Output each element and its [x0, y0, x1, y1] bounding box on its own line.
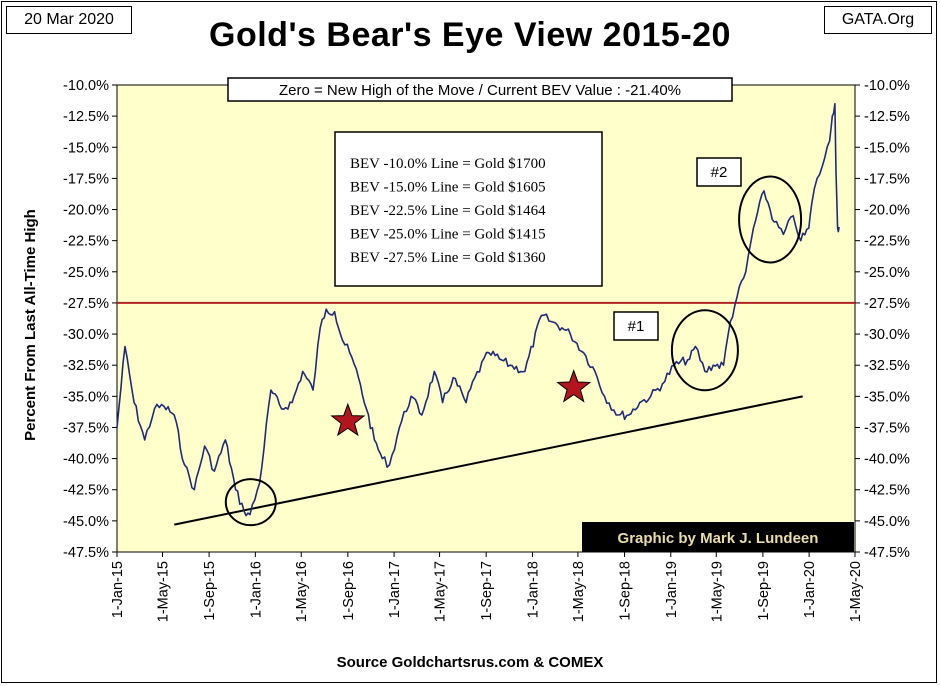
x-tick-label: 1-Sep-17 [479, 561, 495, 621]
x-tick-label: 1-Sep-16 [341, 561, 357, 621]
highlight-circle [738, 175, 803, 264]
y-tick-label-left: -40.0% [63, 452, 109, 468]
credit-text: Graphic by Mark J. Lundeen [618, 530, 819, 547]
x-tick-label: 1-Jan-19 [664, 561, 680, 618]
y-tick-label-right: -37.5% [864, 420, 910, 436]
x-tick-label: 1-Jan-20 [802, 561, 818, 618]
y-tick-label-right: -45.0% [864, 514, 910, 530]
y-tick-label-right: -30.0% [864, 327, 910, 343]
trendline [174, 395, 803, 526]
x-tick-label: 1-May-19 [709, 561, 725, 622]
x-tick-label: 1-Jan-16 [248, 561, 264, 618]
date-label: 20 Mar 2020 [6, 6, 132, 34]
y-tick-label-left: -15.0% [63, 140, 109, 156]
highlight-circle [670, 309, 739, 392]
y-tick-label-right: -32.5% [864, 358, 910, 374]
bev-line-text: BEV -15.0% Line = Gold $1605 [350, 180, 546, 196]
annotation-layer: Zero = New High of the Move / Current BE… [227, 77, 854, 552]
chart-title: Gold's Bear's Eye View 2015-20 [209, 16, 731, 54]
y-tick-label-left: -42.5% [63, 483, 109, 499]
y-tick-label-right: -10.0% [864, 78, 910, 94]
axis-layer: -10.0% -10.0% -12.5% -12.5% -15.0% -15.0% -17.… [63, 78, 910, 622]
y-tick-label-left: -32.5% [63, 358, 109, 374]
y-tick-label-left: -37.5% [63, 420, 109, 436]
bev-line-text: BEV -27.5% Line = Gold $1360 [350, 250, 546, 266]
y-tick-label-left: -35.0% [63, 389, 109, 405]
series-line-bev [116, 102, 840, 517]
y-tick-label-right: -12.5% [864, 109, 910, 125]
y-tick-label-right: -15.0% [864, 140, 910, 156]
y-tick-label-left: -25.0% [63, 265, 109, 281]
zero-note-text: Zero = New High of the Move / Current BE… [279, 82, 681, 99]
x-tick-label: 1-Sep-15 [202, 561, 218, 621]
y-tick-label-right: -17.5% [864, 171, 910, 187]
bev-lines-box [334, 131, 603, 287]
credit-box [582, 522, 854, 552]
x-tick-label: 1-May-17 [433, 561, 449, 622]
y-tick-label-right: -20.0% [864, 203, 910, 219]
y-tick-label-left: -47.5% [63, 545, 109, 561]
y-tick-label-left: -10.0% [63, 78, 109, 94]
bev-line-text: BEV -22.5% Line = Gold $1464 [350, 203, 546, 219]
source-note: Source Goldchartsrus.com & COMEX [336, 654, 604, 671]
label-2-text: #2 [711, 164, 728, 181]
x-tick-label: 1-Sep-19 [756, 561, 772, 621]
y-tick-label-left: -45.0% [63, 514, 109, 530]
y-axis-label: Percent From Last All-Time High [22, 209, 39, 441]
y-tick-label-right: -47.5% [864, 545, 910, 561]
x-tick-label: 1-Jan-17 [387, 561, 403, 618]
y-tick-label-left: -30.0% [63, 327, 109, 343]
x-tick-label: 1-May-15 [155, 561, 171, 622]
y-tick-label-right: -42.5% [864, 483, 910, 499]
y-tick-label-left: -27.5% [63, 296, 109, 312]
bev-line-text: BEV -10.0% Line = Gold $1700 [350, 156, 546, 172]
y-tick-label-left: -20.0% [63, 203, 109, 219]
x-tick-label: 1-May-16 [294, 561, 310, 622]
y-tick-label-right: -25.0% [864, 265, 910, 281]
x-tick-label: 1-Jan-18 [525, 561, 541, 618]
highlight-circle [224, 478, 277, 527]
bev-line-text: BEV -25.0% Line = Gold $1415 [350, 227, 546, 243]
label-1-text: #1 [628, 318, 645, 335]
label-1-box [613, 311, 659, 341]
y-tick-label-left: -12.5% [63, 109, 109, 125]
decoration-layer [224, 175, 803, 527]
x-tick-label: 1-May-20 [848, 561, 864, 622]
y-tick-label-right: -40.0% [864, 452, 910, 468]
y-tick-label-left: -17.5% [63, 171, 109, 187]
x-tick-label: 1-Jan-15 [110, 561, 126, 618]
y-axis-label-wrap: Percent From Last All-Time High [18, 200, 44, 450]
x-tick-label: 1-May-18 [571, 561, 587, 622]
y-tick-label-right: -35.0% [864, 389, 910, 405]
y-tick-label-right: -27.5% [864, 296, 910, 312]
zero-note-box [227, 77, 733, 102]
star-marker [556, 369, 592, 403]
y-tick-label-left: -22.5% [63, 234, 109, 250]
label-2-box [696, 157, 742, 187]
y-tick-label-right: -22.5% [864, 234, 910, 250]
site-label: GATA.Org [824, 6, 932, 34]
star-marker [330, 402, 366, 437]
x-tick-label: 1-Sep-18 [618, 561, 634, 621]
